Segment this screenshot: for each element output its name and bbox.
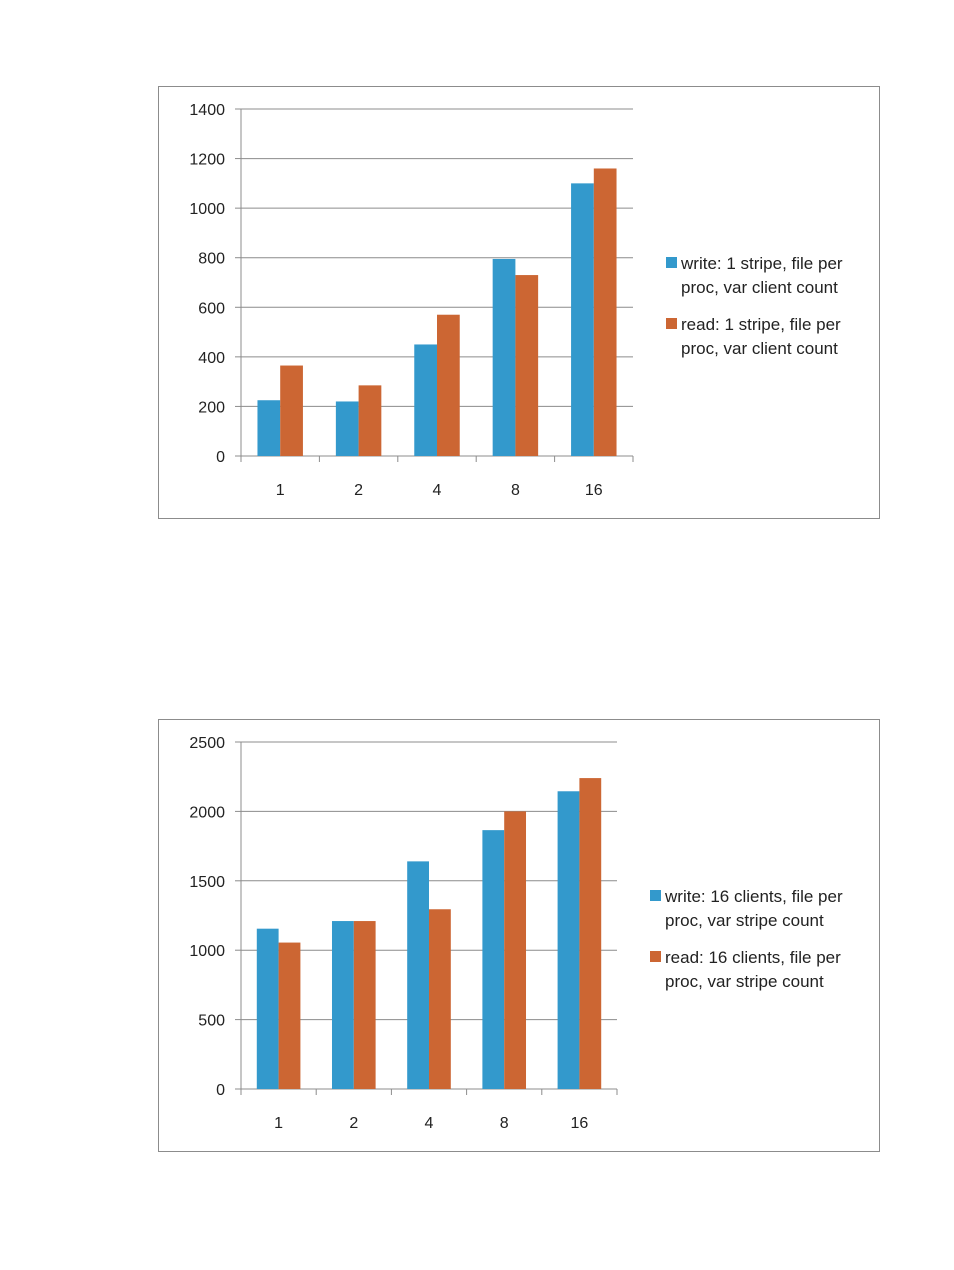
x-tick-label: 4	[425, 1115, 434, 1132]
write-bar	[407, 861, 429, 1089]
read-legend-swatch	[666, 318, 677, 329]
y-tick-label: 200	[198, 399, 225, 416]
write-bar	[257, 400, 281, 456]
y-tick-label: 1000	[189, 943, 225, 960]
read-bar	[353, 921, 376, 1089]
read-legend-label: read: 1 stripe, file per	[681, 315, 841, 334]
write-legend-label: write: 16 clients, file per	[664, 887, 843, 906]
y-tick-label: 0	[216, 449, 225, 466]
y-tick-label: 400	[198, 350, 225, 367]
y-tick-label: 1200	[189, 152, 225, 169]
read-legend-swatch	[650, 951, 661, 962]
write-bar	[335, 401, 359, 456]
y-tick-label: 1400	[189, 102, 225, 119]
chart-2: 0 500 1000 1500 2000 2500 1 2 4 8 16 write: 16 clie…	[158, 719, 880, 1152]
x-tick-label: 1	[276, 482, 285, 499]
chart-1: 0 200 400 600 800 1000 1200 1400 1 2 4 8 16 write: 1 …	[158, 86, 880, 519]
y-tick-label: 2500	[189, 735, 225, 752]
x-tick-label: 4	[433, 482, 442, 499]
read-bar	[278, 942, 301, 1089]
write-bar	[557, 791, 580, 1089]
read-legend-label: proc, var stripe count	[665, 972, 824, 991]
read-bar	[504, 811, 527, 1089]
read-legend-label: proc, var client count	[681, 339, 838, 358]
read-legend-label: read: 16 clients, file per	[665, 948, 841, 967]
chart-1-plot: 0 200 400 600 800 1000 1200 1400 1 2 4 8 16 write: 1 …	[189, 102, 843, 499]
write-bar	[492, 258, 516, 456]
write-bar	[571, 183, 594, 456]
y-tick-label: 500	[198, 1013, 225, 1030]
y-tick-label: 2000	[189, 804, 225, 821]
write-legend-label: write: 1 stripe, file per	[680, 254, 843, 273]
y-tick-label: 600	[198, 300, 225, 317]
x-tick-label: 1	[274, 1115, 283, 1132]
read-bar	[579, 778, 602, 1089]
read-bar	[437, 314, 460, 456]
x-tick-label: 8	[500, 1115, 509, 1132]
read-bar	[429, 909, 451, 1089]
write-legend-label: proc, var stripe count	[665, 911, 824, 930]
read-bar	[593, 168, 617, 456]
write-bar	[256, 928, 279, 1089]
write-legend-swatch	[650, 890, 661, 901]
write-bar	[482, 830, 505, 1089]
x-tick-label: 8	[511, 482, 520, 499]
x-tick-label: 16	[571, 1115, 589, 1132]
read-bar	[280, 365, 303, 456]
y-tick-label: 0	[216, 1082, 225, 1099]
write-bar	[331, 921, 354, 1089]
write-legend-label: proc, var client count	[681, 278, 838, 297]
y-tick-label: 800	[198, 251, 225, 268]
write-legend-swatch	[666, 257, 677, 268]
chart-2-plot: 0 500 1000 1500 2000 2500 1 2 4 8 16 write: 16 clie…	[189, 735, 843, 1132]
x-tick-label: 2	[349, 1115, 358, 1132]
write-bar	[414, 344, 437, 456]
x-tick-label: 2	[354, 482, 363, 499]
x-tick-label: 16	[585, 482, 603, 499]
y-tick-label: 1000	[189, 201, 225, 218]
read-bar	[358, 385, 382, 456]
read-bar	[515, 275, 539, 456]
y-tick-label: 1500	[189, 874, 225, 891]
